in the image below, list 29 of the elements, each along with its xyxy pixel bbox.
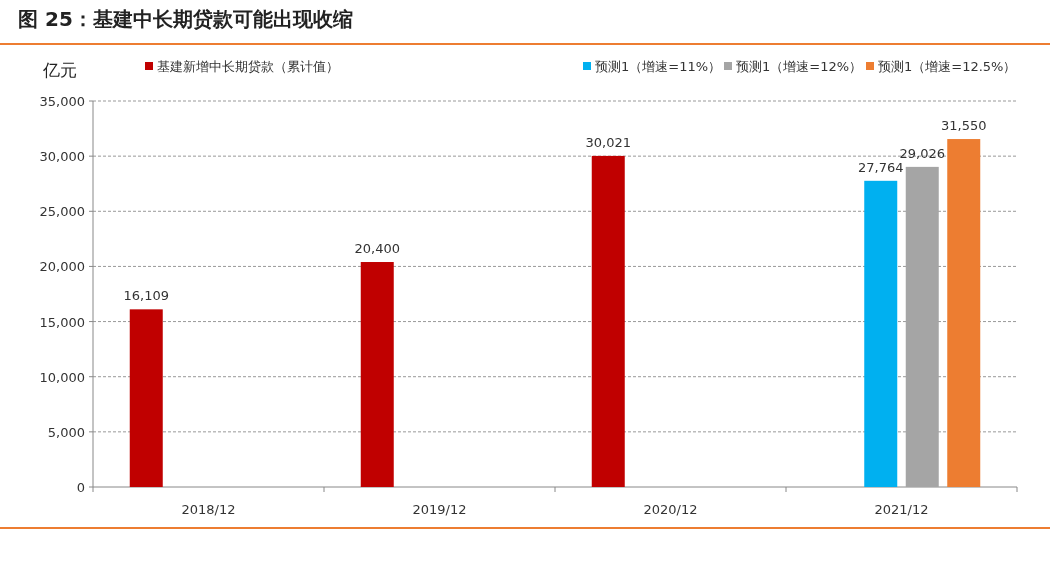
legend-label: 预测1（增速=12%） (736, 59, 863, 74)
y-tick-label: 25,000 (39, 204, 85, 220)
x-tick-label: 2018/12 (181, 502, 236, 517)
legend-label: 预测1（增速=11%） (595, 59, 722, 74)
y-axis-title: 亿元 (42, 60, 77, 80)
y-tick-label: 20,000 (39, 259, 85, 275)
data-label: 20,400 (354, 241, 400, 257)
legend-label: 预测1（增速=12.5%） (878, 59, 1017, 74)
data-label: 29,026 (899, 145, 945, 161)
bar (360, 262, 394, 487)
x-tick-label: 2020/12 (643, 502, 698, 517)
data-label: 27,764 (858, 159, 904, 175)
legend-label: 基建新增中长期贷款（累计值） (157, 59, 339, 74)
x-tick-label: 2021/12 (874, 502, 929, 517)
data-label: 31,550 (941, 118, 987, 134)
y-tick-label: 15,000 (39, 314, 85, 330)
x-tick-label: 2019/12 (412, 502, 467, 517)
y-tick-label: 35,000 (39, 94, 85, 109)
bar (864, 180, 898, 487)
data-label: 30,021 (585, 134, 631, 150)
data-label: 16,109 (123, 288, 169, 304)
y-tick-label: 5,000 (47, 424, 85, 440)
chart-title: 图 25：基建中长期贷款可能出现收缩 (18, 6, 353, 33)
bar (947, 139, 981, 487)
y-tick-label: 30,000 (39, 149, 85, 165)
bar (591, 155, 625, 487)
y-tick-label: 0 (76, 480, 85, 495)
bar (129, 309, 163, 487)
y-tick-label: 10,000 (39, 369, 85, 385)
